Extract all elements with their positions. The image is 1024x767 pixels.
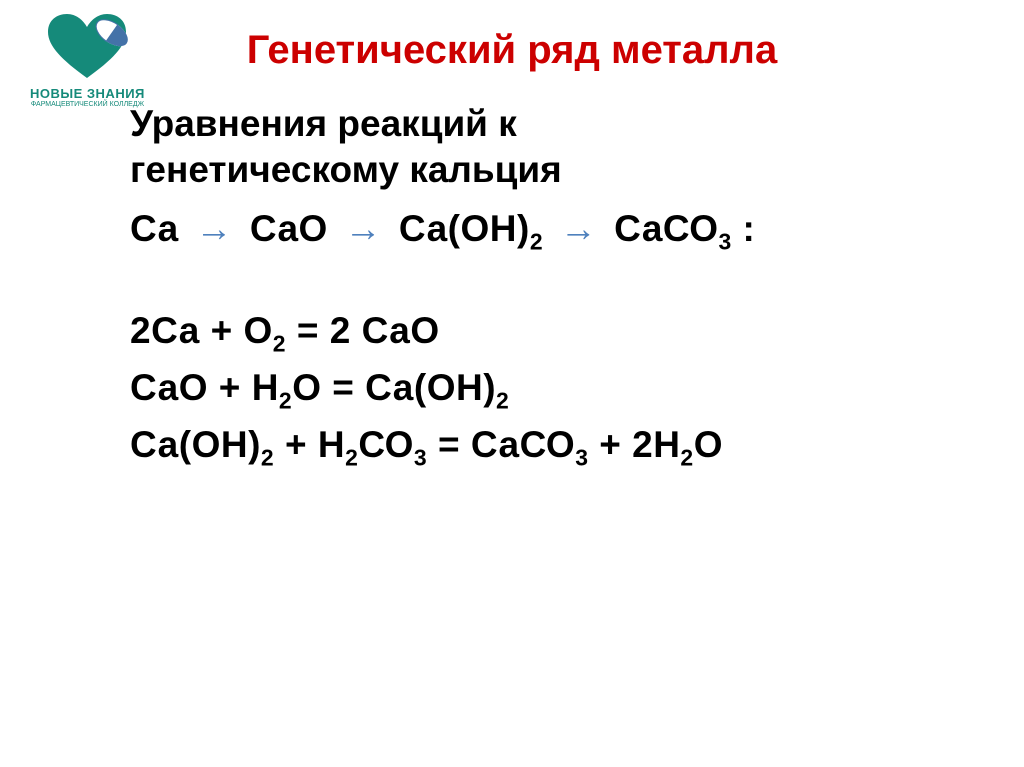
lead-text: Уравнения реакций к генетическому кальци… xyxy=(130,101,984,194)
arrow-icon: → xyxy=(339,208,389,250)
chain-step-2: СаО xyxy=(250,208,328,249)
reaction-chain: Са → СаО → Са(ОН)2 → СаСО3 : xyxy=(130,208,984,250)
arrow-icon: → xyxy=(190,208,240,250)
brand-name: НОВЫЕ ЗНАНИЯ xyxy=(30,86,145,101)
brand-subtitle: ФАРМАЦЕВТИЧЕСКИЙ КОЛЛЕДЖ xyxy=(30,101,145,108)
brand-logo: НОВЫЕ ЗНАНИЯ ФАРМАЦЕВТИЧЕСКИЙ КОЛЛЕДЖ xyxy=(30,12,145,108)
chain-step-3: Са(ОН)2 xyxy=(399,208,543,249)
chain-step-1: Са xyxy=(130,208,179,249)
lead-line-1: Уравнения реакций к xyxy=(130,103,517,144)
equation-1: 2Са + О2 = 2 СаО xyxy=(130,302,984,359)
chain-step-4: СаСО3 xyxy=(614,208,732,249)
equation-2: СаО + Н2О = Са(ОН)2 xyxy=(130,359,984,416)
slide-body: Уравнения реакций к генетическому кальци… xyxy=(130,101,984,474)
arrow-icon: → xyxy=(554,208,604,250)
lead-line-2: генетическому кальция xyxy=(130,149,562,190)
slide-title: Генетический ряд металла xyxy=(40,28,984,73)
heart-pill-icon xyxy=(42,12,132,82)
equation-3: Са(ОН)2 + Н2СО3 = СаСО3 + 2Н2О xyxy=(130,416,984,473)
